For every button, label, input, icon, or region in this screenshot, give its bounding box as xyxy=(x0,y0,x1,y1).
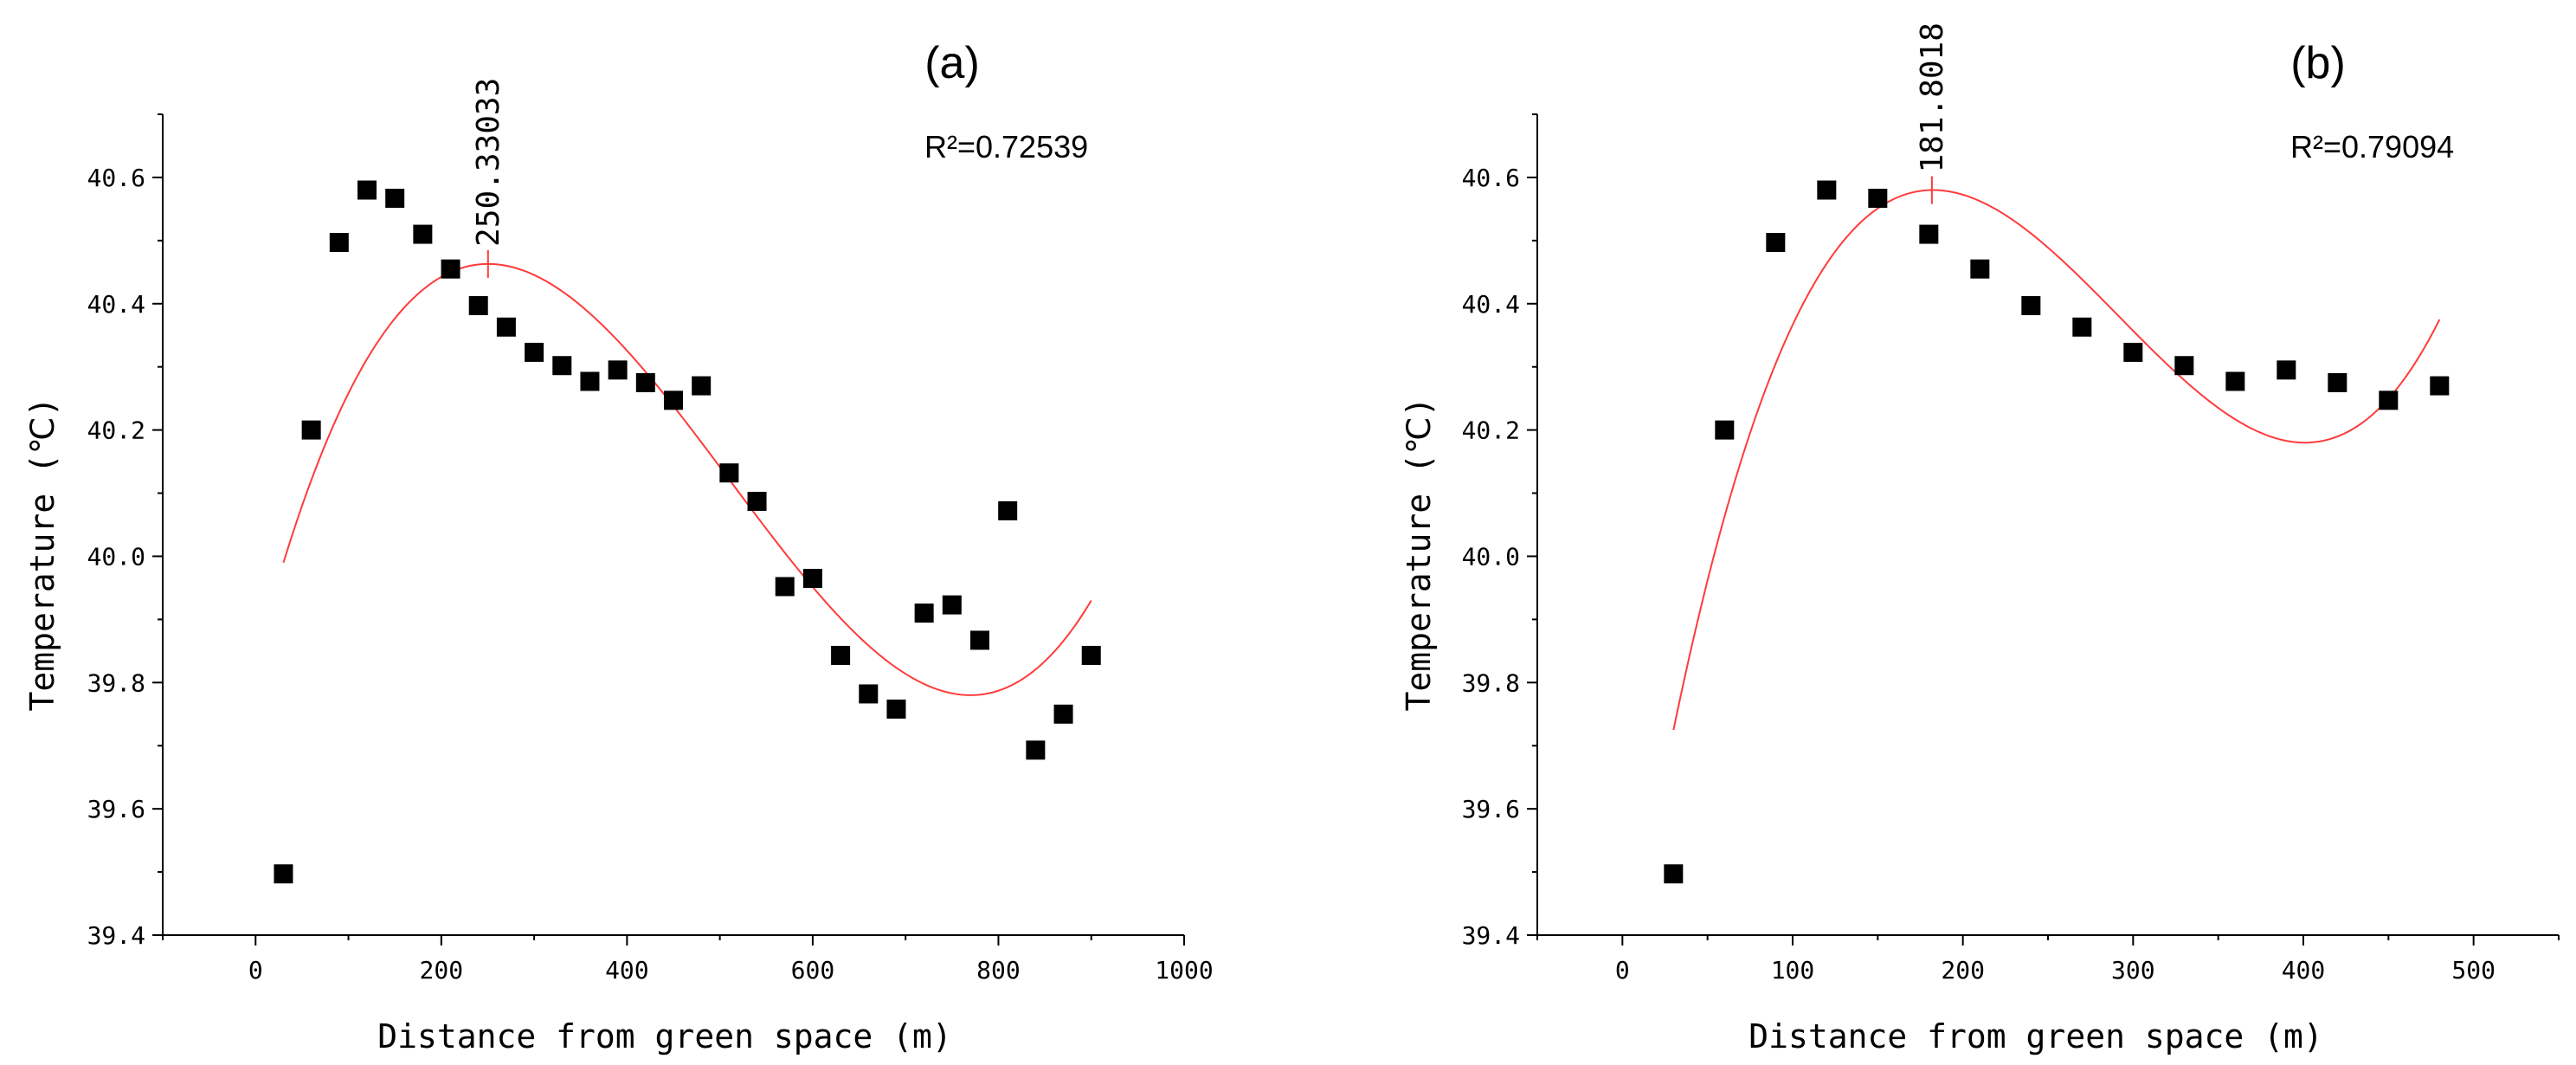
data-point xyxy=(692,376,712,396)
data-point xyxy=(802,568,822,588)
x-tick-label: 400 xyxy=(605,956,649,984)
data-point xyxy=(329,233,349,253)
axes: 0 100 200 300 400 500 39.4 39.6 39.8 40.0 40.2 40.… xyxy=(1462,113,2560,984)
data-point xyxy=(1026,740,1046,760)
y-tick-label: 40.2 xyxy=(1462,416,1520,445)
data-point xyxy=(413,224,433,244)
y-tick-label: 40.6 xyxy=(1462,164,1520,192)
y-tick-label: 39.4 xyxy=(1462,921,1520,950)
data-point xyxy=(886,699,906,719)
y-axis-title: Temperature (℃) xyxy=(23,397,61,712)
plot-area: 250.33033 xyxy=(274,78,1101,884)
peak-label: 250.33033 xyxy=(471,78,506,247)
data-point xyxy=(2174,356,2194,376)
fit-curve xyxy=(1672,189,2441,731)
data-point xyxy=(2072,317,2092,337)
data-point xyxy=(998,500,1018,520)
x-tick-label: 100 xyxy=(1771,956,1815,984)
data-point xyxy=(970,630,989,650)
fit-curve xyxy=(282,262,1092,696)
data-point xyxy=(441,259,460,279)
y-axis-title: Temperature (℃) xyxy=(1400,397,1438,712)
x-tick-label: 0 xyxy=(1615,956,1630,984)
panel-label: (b) xyxy=(2290,38,2346,88)
x-tick-label: 200 xyxy=(1941,956,1985,984)
plot-area: 181.8018 xyxy=(1664,23,2450,884)
x-tick-label: 300 xyxy=(2111,956,2155,984)
x-tick-label: 200 xyxy=(420,956,464,984)
panel-a: (a) R²=0.72539 250.33033 0 200 400 600 800 10… xyxy=(23,38,1214,1055)
data-point xyxy=(274,864,293,884)
y-tick-label: 39.6 xyxy=(87,795,145,823)
x-axis-title: Distance from green space (m) xyxy=(377,1017,951,1055)
data-point xyxy=(2379,390,2399,410)
data-point xyxy=(1053,704,1073,724)
data-point xyxy=(1766,233,1786,253)
x-tick-label: 800 xyxy=(976,956,1021,984)
data-point xyxy=(580,371,600,391)
x-tick-label: 500 xyxy=(2451,956,2496,984)
panel-label: (a) xyxy=(924,38,980,88)
x-tick-label: 600 xyxy=(791,956,835,984)
y-tick-label: 40.6 xyxy=(87,164,145,192)
data-point xyxy=(635,372,655,392)
y-tick-label: 39.8 xyxy=(1462,668,1520,697)
data-point xyxy=(385,188,405,208)
data-point xyxy=(2021,295,2041,315)
data-point xyxy=(1817,180,1837,200)
data-point xyxy=(1664,864,1684,884)
axes: 0 200 400 600 800 1000 39.4 39.6 39.8 40.0 40.2 40… xyxy=(87,113,1214,984)
y-tick-label: 40.4 xyxy=(87,290,145,319)
y-tick-label: 39.8 xyxy=(87,668,145,697)
y-tick-label: 40.0 xyxy=(1462,542,1520,571)
x-tick-label: 1000 xyxy=(1155,956,1213,984)
data-point xyxy=(2225,371,2245,391)
data-point xyxy=(914,604,934,623)
data-point xyxy=(719,463,739,483)
data-point xyxy=(608,360,628,380)
data-point xyxy=(747,492,767,512)
x-tick-label: 0 xyxy=(248,956,263,984)
data-point xyxy=(301,420,321,440)
data-point xyxy=(496,317,516,337)
y-tick-label: 40.4 xyxy=(1462,290,1520,319)
data-point xyxy=(1970,259,1990,279)
data-point xyxy=(357,180,377,200)
data-point xyxy=(2430,376,2450,396)
data-point xyxy=(552,356,572,376)
r-squared-label: R²=0.72539 xyxy=(924,129,1088,165)
x-axis-title: Distance from green space (m) xyxy=(1748,1017,2322,1055)
x-tick-label: 400 xyxy=(2282,956,2326,984)
data-point xyxy=(468,295,488,315)
y-tick-label: 39.6 xyxy=(1462,795,1520,823)
data-point xyxy=(664,390,683,410)
data-point xyxy=(2328,372,2347,392)
data-point xyxy=(775,577,795,597)
data-point xyxy=(1715,420,1735,440)
data-point xyxy=(1919,224,1939,244)
peak-label: 181.8018 xyxy=(1915,23,1950,172)
data-point xyxy=(831,645,851,665)
data-point xyxy=(2123,342,2143,362)
y-tick-label: 39.4 xyxy=(87,921,145,950)
data-point xyxy=(1081,645,1101,665)
data-point xyxy=(2277,360,2296,380)
data-point xyxy=(525,342,544,362)
panel-b: (b) R²=0.79094 181.8018 0 100 200 300 400 500… xyxy=(1400,23,2560,1055)
r-squared-label: R²=0.79094 xyxy=(2290,129,2454,165)
data-point xyxy=(1868,188,1888,208)
y-tick-label: 40.0 xyxy=(87,542,145,571)
data-point xyxy=(859,684,879,704)
y-tick-label: 40.2 xyxy=(87,416,145,445)
data-point xyxy=(942,595,962,615)
